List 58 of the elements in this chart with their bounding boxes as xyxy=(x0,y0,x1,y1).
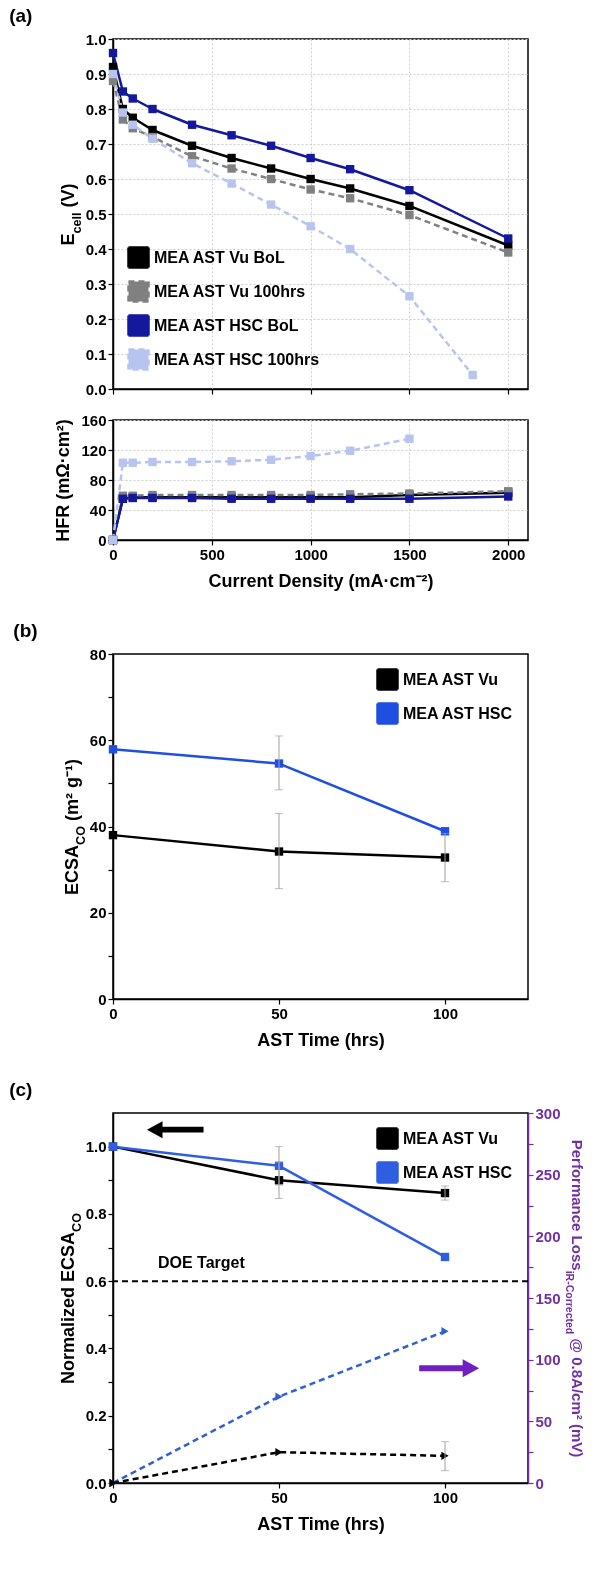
legend-label: MEA AST HSC BoL xyxy=(154,316,299,334)
legend-label: MEA AST Vu xyxy=(403,1129,499,1147)
y-tick-label: 0.2 xyxy=(85,310,107,328)
legend-label: MEA AST Vu 100hrs xyxy=(154,282,306,300)
y2-tick-label: 200 xyxy=(535,1227,561,1245)
x-tick-label: 1000 xyxy=(294,545,328,563)
x-tick-label: 500 xyxy=(199,545,225,563)
y2-tick-label: 300 xyxy=(535,1104,561,1122)
legend-label: MEA AST Vu xyxy=(403,670,499,688)
y-tick-label: 0.6 xyxy=(85,170,107,188)
x-axis-title: AST Time (hrs) xyxy=(257,1029,385,1050)
y-tick-label: 0.6 xyxy=(85,1272,107,1290)
y-tick-label: 0.4 xyxy=(85,240,108,258)
legend-label: MEA AST HSC xyxy=(403,1163,513,1181)
x-tick-label: 100 xyxy=(432,1488,459,1506)
y-tick-label: 80 xyxy=(89,471,107,489)
y2-tick-label: 100 xyxy=(535,1351,561,1369)
y2-tick-label: 50 xyxy=(535,1412,553,1430)
y-tick-label: 0.2 xyxy=(85,1407,107,1425)
y-tick-label: 0.4 xyxy=(85,1339,108,1357)
chart-title: (a) xyxy=(9,5,33,26)
x-tick-label: 50 xyxy=(271,1488,288,1506)
x-tick-label: 2000 xyxy=(492,545,526,563)
y-axis-title: HFR (mΩ·cm²) xyxy=(53,419,74,542)
y-tick-label: 0.3 xyxy=(85,275,107,293)
y2-tick-label: 250 xyxy=(535,1166,561,1184)
legend-label: MEA AST HSC 100hrs xyxy=(154,350,320,368)
ref-line-label: DOE Target xyxy=(158,1254,246,1272)
x-axis-title: AST Time (hrs) xyxy=(257,1513,385,1534)
y-tick-label: 120 xyxy=(81,441,107,459)
y-tick-label: 1.0 xyxy=(85,1138,107,1156)
x-tick-label: 50 xyxy=(271,1004,288,1022)
y-tick-label: 40 xyxy=(89,501,107,519)
x-tick-label: 100 xyxy=(432,1004,459,1022)
y-tick-label: 40 xyxy=(89,818,107,835)
legend-label: MEA AST Vu BoL xyxy=(154,248,285,266)
y-tick-label: 0.8 xyxy=(85,100,107,118)
y-tick-label: 0.8 xyxy=(85,1205,107,1223)
legend-label: MEA AST HSC xyxy=(403,704,513,722)
x-axis-title: Current Density (mA·cm⁻²) xyxy=(208,570,434,591)
y-tick-label: 0.7 xyxy=(85,135,107,153)
x-tick-label: 1500 xyxy=(393,545,427,563)
y-tick-label: 0 xyxy=(98,531,107,549)
y-tick-label: 0.1 xyxy=(85,345,107,363)
y-tick-label: 160 xyxy=(81,411,107,429)
chart-title: (c) xyxy=(9,1079,33,1100)
y2-tick-label: 150 xyxy=(535,1289,561,1307)
y-tick-label: 80 xyxy=(89,645,107,663)
y-tick-label: 0.5 xyxy=(85,205,107,223)
y-tick-label: 0.0 xyxy=(85,380,107,398)
y2-tick-label: 0 xyxy=(535,1474,544,1492)
y-tick-label: 20 xyxy=(89,904,107,922)
chart-title: (b) xyxy=(13,620,38,641)
y-tick-label: 60 xyxy=(89,731,107,749)
y-tick-label: 1.0 xyxy=(85,30,107,48)
y-tick-label: 0 xyxy=(98,990,107,1008)
y-tick-label: 0.9 xyxy=(85,65,107,83)
y-tick-label: 0.0 xyxy=(85,1474,107,1492)
